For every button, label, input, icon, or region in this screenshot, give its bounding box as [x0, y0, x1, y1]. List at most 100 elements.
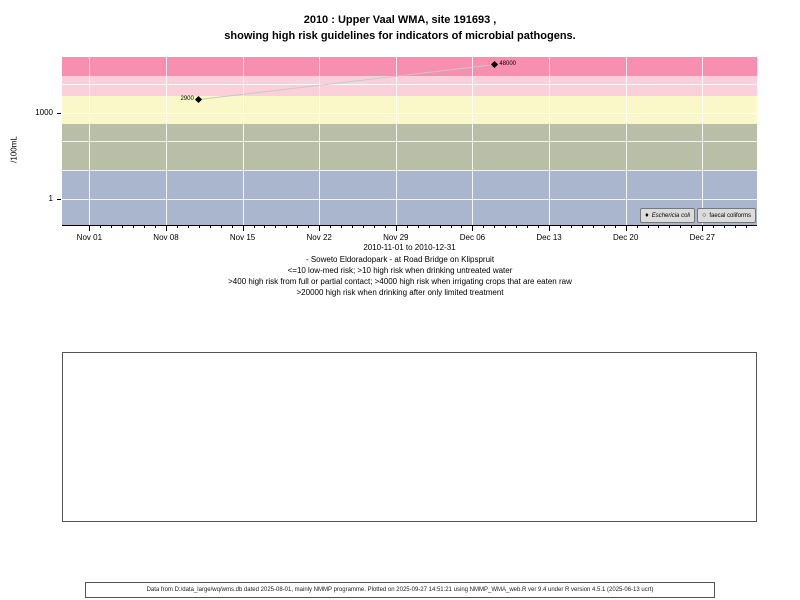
captions: - Soweto Eldoradopark - at Road Bridge o… — [0, 254, 800, 298]
x-axis-minor-tick — [680, 226, 682, 228]
x-axis-minor-tick — [297, 226, 299, 228]
gridline-vertical — [702, 57, 704, 225]
x-axis-minor-tick — [198, 226, 200, 228]
empty-plot-panel — [62, 352, 757, 522]
x-axis-minor-tick — [341, 226, 343, 228]
x-axis-minor-tick — [176, 226, 178, 228]
x-axis-minor-tick — [516, 226, 518, 228]
x-tick-label: Nov 22 — [306, 233, 332, 242]
x-axis-major-tick — [319, 226, 321, 231]
x-axis-minor-tick — [603, 226, 605, 228]
x-axis-minor-tick — [373, 226, 375, 228]
chart-title: 2010 : Upper Vaal WMA, site 191693 , sho… — [0, 12, 800, 44]
x-axis-minor-tick — [505, 226, 507, 228]
x-axis-minor-tick — [647, 226, 649, 228]
x-axis-minor-tick — [275, 226, 277, 228]
x-tick-label: Nov 08 — [153, 233, 179, 242]
gridline-vertical — [165, 57, 167, 225]
gridline-horizontal — [62, 169, 757, 171]
x-axis-major-tick — [242, 226, 244, 231]
gridline-vertical — [89, 57, 91, 225]
x-axis-minor-tick — [735, 226, 737, 228]
x-tick-label: Dec 20 — [612, 233, 639, 242]
x-axis-minor-tick — [144, 226, 146, 228]
x-axis-minor-tick — [669, 226, 671, 228]
data-point-label: 2900 — [180, 95, 194, 102]
x-axis-minor-tick — [330, 226, 332, 228]
x-axis-major-tick — [395, 226, 397, 231]
x-axis-minor-tick — [264, 226, 266, 228]
x-axis-minor-tick — [570, 226, 572, 228]
caption-site: - Soweto Eldoradopark - at Road Bridge o… — [305, 255, 495, 264]
x-axis-minor-tick — [231, 226, 233, 228]
x-axis-minor-tick — [483, 226, 485, 228]
x-tick-label: Dec 13 — [536, 233, 562, 242]
x-axis-minor-tick — [614, 226, 616, 228]
x-tick-label: Dec 06 — [459, 233, 486, 242]
x-axis-minor-tick — [538, 226, 540, 228]
open-circle-icon: ○ — [702, 212, 707, 219]
x-axis-minor-tick — [122, 226, 124, 228]
caption-risk-line3: >20000 high risk when drinking after onl… — [296, 288, 504, 297]
filled-diamond-icon: ♦ — [645, 212, 649, 219]
x-axis-major-tick — [625, 226, 627, 231]
x-axis-major-tick — [549, 226, 551, 231]
x-axis-minor-tick — [384, 226, 386, 228]
y-axis-tick — [57, 198, 61, 200]
x-axis-minor-tick — [724, 226, 726, 228]
gridline-horizontal — [62, 84, 757, 86]
x-axis-minor-tick — [450, 226, 452, 228]
series-line — [198, 64, 495, 101]
x-axis-minor-tick — [461, 226, 463, 228]
gridline-vertical — [472, 57, 474, 225]
y-tick-label: 1 — [48, 193, 53, 203]
gridline-vertical — [549, 57, 551, 225]
caption-risk-line2: >400 high risk from full or partial cont… — [228, 277, 572, 286]
x-axis-minor-tick — [592, 226, 594, 228]
legend-label-faecal-coliforms: faecal coliforms — [709, 212, 751, 219]
legend-label-ecoli: Eschericia coli — [651, 212, 691, 219]
x-axis-minor-tick — [187, 226, 189, 228]
legend: ♦ Eschericia coli ○ faecal coliforms — [640, 208, 756, 223]
x-axis-minor-tick — [428, 226, 430, 228]
chart-title-line2: showing high risk guidelines for indicat… — [224, 30, 576, 42]
footer-text: Data from D:/data_large/wq/wms.db dated … — [146, 587, 654, 593]
y-axis: 1000 1 — [0, 57, 62, 227]
x-axis-minor-tick — [220, 226, 222, 228]
x-axis-minor-tick — [100, 226, 102, 228]
x-axis-minor-tick — [209, 226, 211, 228]
x-axis-minor-tick — [253, 226, 255, 228]
x-axis-minor-tick — [658, 226, 660, 228]
x-axis-minor-tick — [494, 226, 496, 228]
x-tick-label: Nov 15 — [229, 233, 256, 242]
x-axis-minor-tick — [636, 226, 638, 228]
caption-risk-line1: <=10 low-med risk; >10 high risk when dr… — [287, 266, 513, 275]
x-axis-minor-tick — [133, 226, 135, 228]
gridline-vertical — [395, 57, 397, 225]
x-axis-major-tick — [472, 226, 474, 231]
x-axis-minor-tick — [746, 226, 748, 228]
footer: Data from D:/data_large/wq/wms.db dated … — [85, 582, 715, 598]
x-axis-major-tick — [89, 226, 91, 231]
y-axis-tick — [57, 112, 61, 114]
x-axis-minor-tick — [439, 226, 441, 228]
y-tick-label: 1000 — [35, 107, 53, 117]
x-axis-major-tick — [702, 226, 704, 231]
risk-band — [62, 75, 757, 96]
gridline-horizontal — [62, 112, 757, 114]
x-axis-minor-tick — [362, 226, 364, 228]
x-axis-minor-tick — [111, 226, 113, 228]
gridline-vertical — [625, 57, 627, 225]
risk-band — [62, 95, 757, 125]
x-axis-minor-tick — [581, 226, 583, 228]
plot-area: 2900 48000 — [62, 57, 757, 226]
risk-band — [62, 57, 757, 76]
x-axis-minor-tick — [308, 226, 310, 228]
x-axis-minor-tick — [286, 226, 288, 228]
x-axis-minor-tick — [559, 226, 561, 228]
legend-item-faecal-coliforms: ○ faecal coliforms — [697, 208, 756, 223]
x-axis-minor-tick — [691, 226, 693, 228]
gridline-horizontal — [62, 198, 757, 200]
risk-band — [62, 124, 757, 170]
